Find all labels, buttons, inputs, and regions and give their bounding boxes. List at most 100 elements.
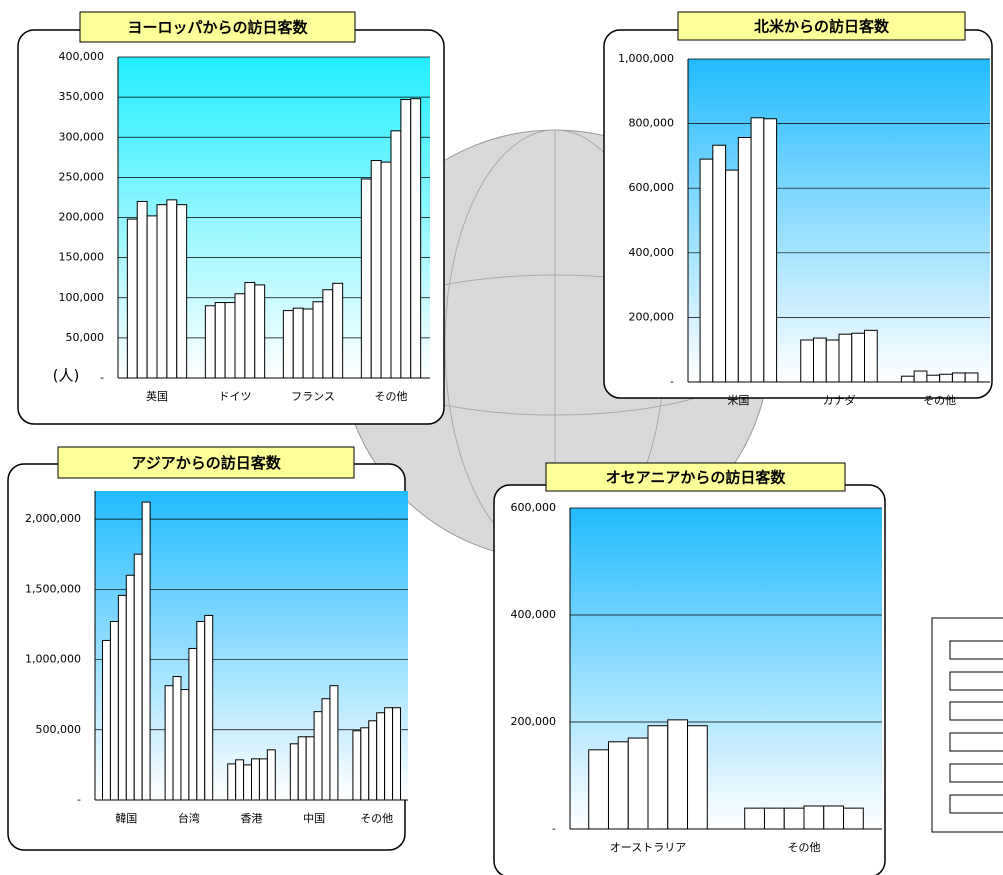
bar xyxy=(164,685,174,801)
bar xyxy=(214,302,226,379)
bar xyxy=(384,707,394,801)
bar xyxy=(864,329,878,383)
bar xyxy=(204,614,214,801)
x-tick-label: その他 xyxy=(788,841,821,854)
chart-title: アジアからの訪日客数 xyxy=(131,454,281,472)
bar xyxy=(156,204,168,379)
bar xyxy=(410,98,422,379)
bar xyxy=(900,375,915,383)
y-tick-label: 400,000 xyxy=(511,608,557,621)
bar xyxy=(588,749,609,830)
bar xyxy=(667,719,689,830)
chart: ヨーロッパからの訪日客数 - 50,000 100,000 150,000 200,000… xyxy=(17,11,445,425)
bar xyxy=(102,639,111,801)
bar xyxy=(825,339,840,383)
bar xyxy=(258,758,268,801)
bar xyxy=(289,743,299,801)
bar xyxy=(750,117,765,383)
chart: 北米からの訪日客数 - 200,000 400,000 600,000 800,000 1,… xyxy=(603,11,993,407)
bar xyxy=(370,160,382,379)
x-tick-label: 米国 xyxy=(727,394,749,407)
title-tab xyxy=(545,462,846,492)
bar xyxy=(125,574,135,801)
bar xyxy=(392,707,401,801)
y-tick-label: 600,000 xyxy=(629,181,675,194)
bar xyxy=(607,741,629,830)
bar xyxy=(282,310,294,379)
y-tick-label: 500,000 xyxy=(36,723,82,736)
chart: アジアからの訪日客数 - 500,000 1,000,000 1,500,000 2,00… xyxy=(7,446,408,851)
bar xyxy=(251,758,260,801)
bar xyxy=(227,763,237,801)
bar xyxy=(783,807,805,830)
x-tick-label: その他 xyxy=(375,390,408,403)
bar xyxy=(176,204,188,379)
bar xyxy=(390,130,402,379)
chart: オセアニアからの訪日客数 - 200,000 400,000 600,000 オーストラリ… xyxy=(493,462,886,875)
bar xyxy=(196,620,206,801)
bar xyxy=(843,807,864,830)
bar xyxy=(926,374,941,383)
bar xyxy=(812,337,827,383)
bar xyxy=(180,689,190,801)
y-tick-label: 350,000 xyxy=(59,90,105,103)
chart-title: 北米からの訪日客数 xyxy=(754,18,890,36)
x-tick-label: カナダ xyxy=(823,393,856,407)
bar xyxy=(725,169,739,383)
y-tick-label: 600,000 xyxy=(511,501,557,514)
legend-swatch xyxy=(949,732,1003,752)
legend-swatch xyxy=(949,671,1003,691)
x-tick-label: フランス xyxy=(291,390,335,403)
y-tick-label: 200,000 xyxy=(59,211,105,224)
bar xyxy=(224,302,236,379)
bar xyxy=(627,737,649,830)
bar xyxy=(329,685,339,801)
x-tick-label: ドイツ xyxy=(219,390,252,403)
legend-swatch xyxy=(949,640,1003,660)
x-tick-label: 英国 xyxy=(146,389,168,403)
y-tick-label: - xyxy=(100,371,104,384)
bar xyxy=(244,282,256,379)
bar xyxy=(360,178,372,379)
y-tick-label: 100,000 xyxy=(59,291,105,304)
bar xyxy=(352,730,362,801)
x-tick-label: 台湾 xyxy=(178,811,200,825)
x-tick-label: オーストラリア xyxy=(610,841,686,854)
bar xyxy=(687,725,708,830)
y-tick-label: 150,000 xyxy=(59,251,105,264)
bar xyxy=(266,749,276,801)
title-tab xyxy=(57,446,355,479)
y-tick-label: 2,000,000 xyxy=(25,512,81,525)
bar xyxy=(939,373,953,383)
bar xyxy=(117,594,127,801)
bar xyxy=(964,372,979,383)
y-tick-label: - xyxy=(77,793,81,806)
bar xyxy=(647,725,669,830)
bar xyxy=(823,805,845,830)
bar xyxy=(313,711,323,801)
legend-swatch xyxy=(949,763,1003,783)
y-tick-label: 50,000 xyxy=(66,331,105,344)
bar xyxy=(109,620,119,801)
bar xyxy=(172,676,182,801)
bar xyxy=(712,144,727,383)
bar xyxy=(292,307,304,379)
bar xyxy=(951,372,966,383)
bar xyxy=(302,308,314,379)
bar xyxy=(146,215,158,379)
x-tick-label: 中国 xyxy=(303,812,325,825)
bar xyxy=(322,289,334,379)
bar xyxy=(380,161,392,379)
bar xyxy=(400,99,412,379)
bar xyxy=(360,727,370,801)
bar xyxy=(297,736,307,801)
x-tick-label: 香港 xyxy=(241,812,263,825)
y-tick-label: 250,000 xyxy=(59,170,105,183)
bar xyxy=(913,370,928,383)
title-tab xyxy=(677,11,966,41)
y-axis-label: (人) xyxy=(53,367,80,385)
y-tick-label: - xyxy=(552,822,556,835)
bar xyxy=(803,805,825,830)
y-tick-label: 300,000 xyxy=(59,130,105,143)
